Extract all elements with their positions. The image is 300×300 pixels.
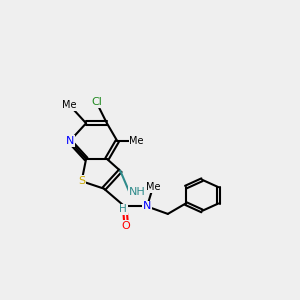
Text: Me: Me <box>129 136 144 146</box>
Text: Me: Me <box>62 100 77 110</box>
Text: S: S <box>78 176 85 186</box>
Text: N: N <box>143 202 151 212</box>
Text: Cl: Cl <box>91 98 102 107</box>
Text: NH: NH <box>129 187 146 196</box>
Text: N: N <box>66 136 74 146</box>
Text: O: O <box>122 221 130 231</box>
Text: Me: Me <box>146 182 160 192</box>
Text: H: H <box>119 204 127 214</box>
